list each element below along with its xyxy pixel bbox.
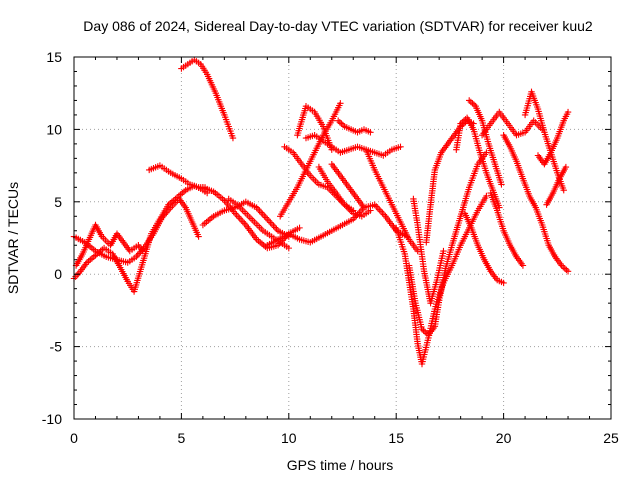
series-track-7 bbox=[199, 198, 292, 240]
series-track-5 bbox=[178, 56, 237, 142]
x-tick-label: 5 bbox=[178, 430, 186, 446]
x-tick-label: 15 bbox=[388, 430, 404, 446]
series-track-19 bbox=[405, 149, 490, 339]
data-point-markers bbox=[362, 146, 421, 255]
data-point-markers bbox=[453, 114, 503, 211]
data-point-markers bbox=[534, 108, 572, 168]
series-track-16 bbox=[335, 117, 374, 136]
data-point-markers bbox=[225, 195, 292, 252]
series-track-26 bbox=[487, 189, 527, 269]
data-layer bbox=[70, 56, 572, 368]
data-point-markers bbox=[72, 221, 146, 269]
series-track-14 bbox=[315, 163, 374, 220]
data-point-markers bbox=[543, 163, 570, 208]
data-point-markers bbox=[466, 97, 505, 188]
series-track-22 bbox=[453, 114, 503, 211]
data-point-markers bbox=[302, 132, 404, 159]
y-tick-label: -5 bbox=[50, 339, 63, 355]
x-tick-label: 20 bbox=[496, 430, 512, 446]
series-track-23 bbox=[461, 210, 507, 287]
series-track-9 bbox=[264, 204, 368, 249]
data-point-markers bbox=[410, 195, 447, 307]
data-point-markers bbox=[178, 56, 237, 142]
series-track-30 bbox=[543, 163, 570, 208]
data-point-markers bbox=[335, 117, 374, 136]
series-track-17 bbox=[362, 146, 421, 255]
y-tick-label: 0 bbox=[54, 266, 62, 282]
y-tick-label: 10 bbox=[46, 121, 62, 137]
y-tick-label: 15 bbox=[46, 49, 62, 65]
series-track-8 bbox=[225, 195, 292, 252]
data-point-markers bbox=[264, 204, 368, 249]
data-point-markers bbox=[500, 132, 572, 275]
data-point-markers bbox=[315, 163, 374, 220]
y-tick-label: 5 bbox=[54, 194, 62, 210]
data-point-markers bbox=[461, 210, 507, 287]
series-track-20 bbox=[410, 195, 447, 307]
series-track-29 bbox=[534, 108, 572, 168]
data-point-markers bbox=[199, 198, 292, 240]
series-track-25 bbox=[478, 108, 546, 139]
series-track-13 bbox=[302, 132, 404, 159]
data-point-markers bbox=[487, 189, 527, 269]
data-point-markers bbox=[405, 149, 490, 339]
y-tick-label: -10 bbox=[42, 411, 62, 427]
series-track-27 bbox=[500, 132, 572, 275]
plot-frame bbox=[73, 56, 612, 420]
series-track-24 bbox=[466, 97, 505, 188]
y-axis-label: SDTVAR / TECUs bbox=[5, 182, 21, 294]
x-tick-label: 10 bbox=[281, 430, 297, 446]
data-point-markers bbox=[478, 108, 546, 139]
x-axis-label: GPS time / hours bbox=[287, 457, 394, 473]
series-track-3 bbox=[72, 221, 146, 269]
chart-title: Day 086 of 2024, Sidereal Day-to-day VTE… bbox=[83, 18, 593, 34]
x-tick-label: 25 bbox=[603, 430, 619, 446]
x-tick-label: 0 bbox=[70, 430, 78, 446]
